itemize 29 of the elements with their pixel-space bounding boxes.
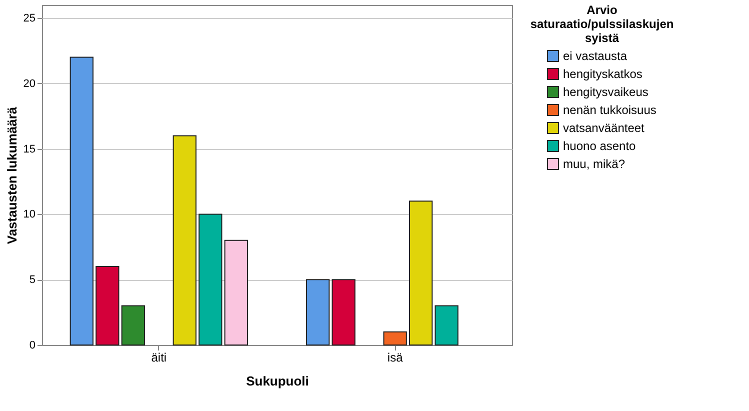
x-axis-title: Sukupuoli: [246, 374, 309, 388]
legend-label: muu, mikä?: [563, 157, 626, 171]
bar: [224, 240, 248, 346]
y-tick-label: 0: [29, 340, 36, 352]
legend-label: vatsanväänteet: [563, 121, 646, 135]
bar: [409, 200, 433, 346]
bar: [332, 279, 356, 346]
bar: [198, 214, 222, 346]
y-tick-label: 15: [23, 143, 36, 156]
bar: [96, 266, 120, 346]
bar: [383, 331, 407, 346]
bar: [434, 305, 458, 346]
bar: [306, 279, 330, 346]
legend-label: ei vastausta: [563, 49, 628, 63]
legend-label: hengityskatkos: [563, 67, 642, 81]
bar: [121, 305, 145, 346]
y-tick-label: 5: [29, 274, 36, 286]
legend-label: huono asento: [563, 139, 636, 153]
bar: [70, 56, 94, 346]
x-tick-label: isä: [387, 350, 404, 364]
legend-title: Arvio saturaatio/pulssilaskujen syistä: [530, 3, 674, 45]
x-tick-label: äiti: [151, 350, 167, 364]
legend-label: nenän tukkoisuus: [563, 103, 656, 117]
legend-label: hengitysvaikeus: [563, 85, 648, 99]
y-axis-title: Vastausten lukumäärä: [4, 106, 20, 244]
bar: [172, 135, 196, 346]
y-tick-label: 25: [23, 12, 36, 25]
y-tick-label: 20: [23, 78, 36, 90]
y-tick-label: 10: [23, 208, 36, 221]
